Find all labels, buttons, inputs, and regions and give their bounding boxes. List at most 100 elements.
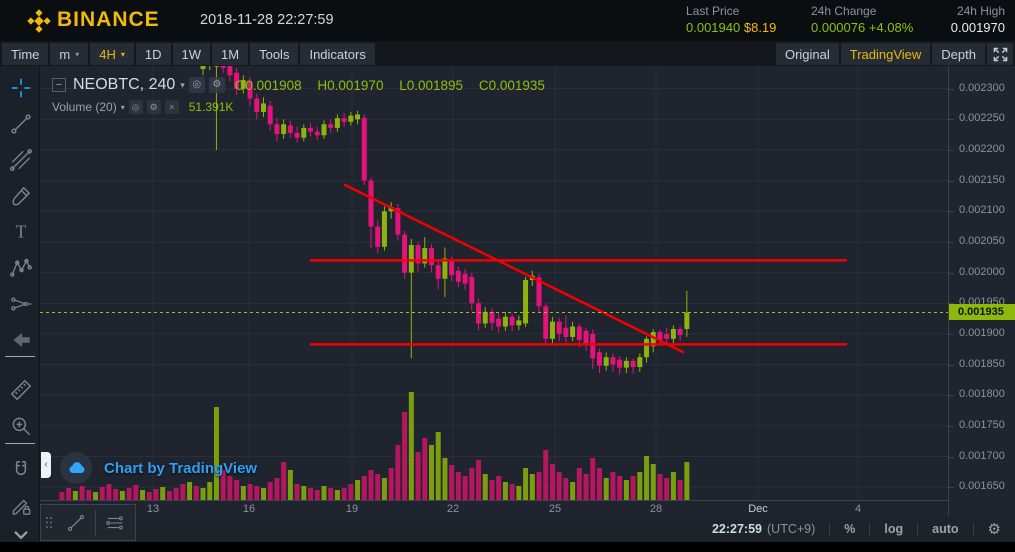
fullscreen-button[interactable] xyxy=(987,43,1013,65)
attribution-text[interactable]: Chart by TradingView xyxy=(104,459,258,477)
view-button-original[interactable]: Original xyxy=(775,43,839,65)
high-value: 0.001970 xyxy=(327,77,384,93)
interval-label: 1D xyxy=(144,46,162,62)
interval-buttons: Time m ▾ 4H ▾ 1D 1W 1M Tools Indicators xyxy=(1,41,376,65)
interval-button-m[interactable]: m ▾ xyxy=(50,43,89,65)
interval-button-time[interactable]: Time xyxy=(2,43,49,65)
last-price-label: Last Price xyxy=(686,4,740,18)
magnet-tool-button[interactable] xyxy=(9,458,33,482)
volume-indicator-label[interactable]: Volume (20) xyxy=(52,100,117,114)
symbol-title[interactable]: NEOBTC, 240 xyxy=(73,76,176,93)
price-tick: 0.002150 xyxy=(949,173,1005,186)
high-value: 0.001970 xyxy=(950,20,1005,35)
mini-lines-button[interactable] xyxy=(96,508,134,537)
view-toggle-group: Original TradingView Depth xyxy=(775,41,986,65)
time-axis[interactable]: 13 16 19 22 25 28 Dec 4 xyxy=(40,500,948,516)
volume-close-button[interactable]: × xyxy=(164,100,179,114)
crosshair-icon xyxy=(11,78,31,98)
binance-logo-icon[interactable] xyxy=(26,8,52,39)
brand-title[interactable]: BINANCE xyxy=(57,8,160,31)
interval-button-1w[interactable]: 1W xyxy=(172,43,211,65)
interval-label: Indicators xyxy=(309,46,366,62)
open-value: 0.001908 xyxy=(245,77,302,93)
interval-button-1d[interactable]: 1D xyxy=(135,43,171,65)
svg-text:T: T xyxy=(16,221,27,241)
scale-button-log[interactable]: log xyxy=(884,522,904,536)
drag-dots-icon xyxy=(45,516,53,529)
drag-handle[interactable] xyxy=(41,505,57,540)
chevron-down-icon xyxy=(14,531,28,540)
chart-legend: − NEOBTC, 240 ▾ ◎ ⚙ O0.001908 H0.001970 … xyxy=(52,74,545,116)
interval-label: 1W xyxy=(181,46,202,62)
price-tick: 0.002050 xyxy=(949,234,1005,247)
chevron-down-icon[interactable]: ▾ xyxy=(120,102,125,112)
undo-button[interactable] xyxy=(9,328,33,352)
forecast-tool-button[interactable] xyxy=(9,292,33,316)
interval-button-4h[interactable]: 4H ▾ xyxy=(90,43,134,65)
legend-collapse-button[interactable]: − xyxy=(52,78,66,92)
rail-collapse-button[interactable] xyxy=(9,522,33,546)
floating-drawing-toolbar xyxy=(40,504,136,541)
mini-trend-line-button[interactable] xyxy=(57,508,95,537)
trend-line-tool-button[interactable] xyxy=(9,112,33,136)
change-label: 24h Change xyxy=(811,4,877,18)
time-label: 19 xyxy=(345,503,359,515)
timezone-label[interactable]: (UTC+9) xyxy=(767,522,816,536)
ohlc-values: O0.001908 H0.001970 L0.001895 C0.001935 xyxy=(234,77,545,93)
change-pct: +4.08% xyxy=(868,20,914,35)
view-buttons: Original TradingView Depth xyxy=(775,41,1014,65)
time-label: 4 xyxy=(854,503,862,515)
zoom-in-tool-button[interactable] xyxy=(9,414,33,438)
crosshair-tool-button[interactable] xyxy=(9,76,33,100)
bottom-bar-divider xyxy=(972,522,974,536)
chart-toolbar: Time m ▾ 4H ▾ 1D 1W 1M Tools Indicators Original T… xyxy=(0,41,1015,66)
pencil-lock-icon xyxy=(12,499,31,515)
view-button-tradingview[interactable]: TradingView xyxy=(840,43,931,65)
price-tick: 0.002250 xyxy=(949,112,1005,125)
price-tick: 0.002300 xyxy=(949,81,1005,94)
high-stat: 24h High 0.001970 xyxy=(951,4,1005,35)
interval-button-1m[interactable]: 1M xyxy=(212,43,249,65)
zoom-in-icon xyxy=(12,417,31,436)
chart-bottom-bar: 22:27:59 (UTC+9) % log auto ⚙ xyxy=(40,516,1015,542)
price-chart[interactable] xyxy=(40,66,948,500)
gann-fib-tool-button[interactable] xyxy=(9,148,33,172)
xabcd-pattern-tool-button[interactable] xyxy=(9,256,33,280)
forecast-icon xyxy=(11,297,32,311)
view-label: Original xyxy=(784,46,830,62)
tradingview-logo-icon[interactable] xyxy=(60,452,92,484)
chart-canvas-area[interactable] xyxy=(40,66,948,500)
chevron-down-icon[interactable]: ▾ xyxy=(180,79,185,90)
series-eye-button[interactable]: ◎ xyxy=(188,77,205,93)
interval-button-indicators[interactable]: Indicators xyxy=(300,43,375,65)
time-label: 22 xyxy=(446,503,460,515)
price-axis[interactable]: 0.002300 0.002250 0.002200 0.002150 0.002100… xyxy=(948,66,1015,516)
last-price-badge: 0.001935 xyxy=(949,304,1015,321)
settings-gear-button[interactable]: ⚙ xyxy=(987,521,1001,538)
view-button-depth[interactable]: Depth xyxy=(932,43,985,65)
price-tick: 0.002100 xyxy=(949,204,1005,217)
scale-button-auto[interactable]: auto xyxy=(932,522,959,536)
text-icon: T xyxy=(16,221,27,241)
xabcd-pattern-icon xyxy=(10,258,32,277)
time-label: 28 xyxy=(649,503,663,515)
brush-tool-button[interactable] xyxy=(9,184,33,208)
mini-toolbar-divider xyxy=(95,509,96,536)
scale-button-percent[interactable]: % xyxy=(844,522,856,536)
change-value: 0.000076 xyxy=(811,20,866,35)
interval-button-tools[interactable]: Tools xyxy=(250,43,299,65)
gann-fib-icon xyxy=(9,148,33,172)
volume-value: 51.391K xyxy=(188,100,234,114)
clock-time[interactable]: 22:27:59 xyxy=(711,522,762,536)
interval-label: Time xyxy=(11,46,40,62)
rail-divider xyxy=(5,356,35,357)
volume-settings-button[interactable]: ⚙ xyxy=(146,100,161,114)
sidebar-collapse-tab[interactable]: ‹ xyxy=(41,452,51,478)
volume-eye-button[interactable]: ◎ xyxy=(128,100,143,114)
series-settings-button[interactable]: ⚙ xyxy=(208,77,225,93)
interval-label: 1M xyxy=(221,46,240,62)
text-tool-button[interactable]: T xyxy=(9,220,33,244)
rail-divider xyxy=(5,443,35,444)
measure-tool-button[interactable] xyxy=(9,378,33,402)
drawing-lock-button[interactable] xyxy=(9,494,33,518)
